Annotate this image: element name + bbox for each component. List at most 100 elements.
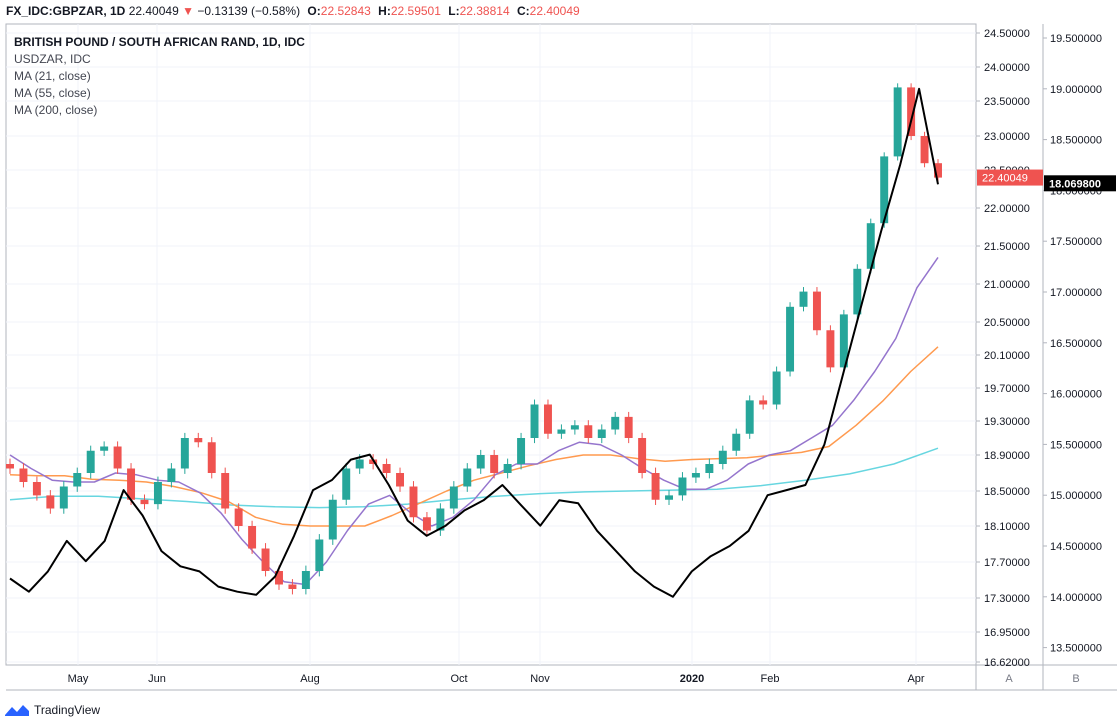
- grid-lines: [6, 24, 976, 665]
- candle-body: [167, 468, 176, 482]
- candle-body: [422, 517, 431, 531]
- scale-a-tick-label: 19.70000: [984, 383, 1030, 395]
- scale-a-tick-label: 17.30000: [984, 593, 1030, 605]
- candle-body: [678, 477, 687, 496]
- x-label: May: [68, 673, 89, 685]
- open-value: 22.52843: [320, 4, 371, 18]
- legend-item-usdzar[interactable]: USDZAR, IDC: [14, 52, 91, 66]
- candle-body: [705, 464, 714, 473]
- scale-b-ticks: 19.50000019.00000018.50000018.00000017.5…: [1043, 33, 1102, 655]
- candle-body: [113, 446, 122, 469]
- candle-body: [907, 87, 916, 136]
- legend-item-ma21[interactable]: MA (21, close): [14, 69, 91, 83]
- candle-body: [543, 404, 552, 434]
- change-down-icon: ▼: [182, 4, 194, 18]
- brand-name: TradingView: [34, 703, 101, 717]
- scale-a-last-price: 22.40049: [982, 173, 1028, 185]
- candle-body: [517, 438, 526, 464]
- candle-body: [732, 433, 741, 451]
- low-label: L:: [448, 4, 460, 18]
- candle-body: [19, 468, 28, 482]
- candle-body: [934, 163, 942, 178]
- close-label: C:: [516, 4, 530, 18]
- candle-body: [624, 416, 633, 438]
- x-label: Jun: [148, 673, 166, 685]
- candle-body: [893, 87, 902, 157]
- ma200-series: [9, 447, 939, 509]
- candle-body: [530, 404, 539, 438]
- candle-body: [839, 314, 848, 368]
- scale-a-tick-label: 24.00000: [984, 62, 1030, 74]
- scale-a-tick-label: 20.50000: [984, 317, 1030, 329]
- candle-body: [463, 468, 472, 487]
- legend-item-ma200[interactable]: MA (200, close): [14, 103, 98, 117]
- candle-body: [799, 291, 808, 307]
- candle-body: [853, 268, 862, 315]
- ma21-line: [9, 256, 939, 586]
- candle-body: [557, 429, 566, 434]
- candle-body: [342, 468, 351, 500]
- symbol-header: FX_IDC:GBPZAR, 1D 22.40049 ▼ −0.13139 (−…: [0, 0, 1117, 22]
- scale-a-button[interactable]: A: [1005, 673, 1013, 685]
- scale-a-tick-label: 16.95000: [984, 627, 1030, 639]
- candle-body: [436, 508, 445, 531]
- candle-body: [248, 526, 257, 549]
- candle-body: [73, 473, 82, 487]
- x-label: Nov: [530, 673, 550, 685]
- scale-a-tick-label: 21.50000: [984, 241, 1030, 253]
- scale-a-tick-label: 19.30000: [984, 416, 1030, 428]
- symbol-name[interactable]: FX_IDC:GBPZAR, 1D: [6, 4, 126, 18]
- scale-a-ticks: 24.5000024.0000023.5000023.0000022.50000…: [976, 28, 1030, 669]
- candle-body: [759, 400, 768, 405]
- scale-b-tick-label: 16.000000: [1050, 389, 1102, 401]
- scale-b-last-price-box: [1044, 175, 1116, 192]
- scale-b-button[interactable]: B: [1072, 673, 1079, 685]
- candle-series: [6, 83, 942, 595]
- chart-legend: BRITISH POUND / SOUTH AFRICAN RAND, 1D, …: [14, 34, 305, 119]
- x-label: Aug: [300, 673, 320, 685]
- candle-body: [611, 416, 620, 430]
- candle-body: [355, 459, 364, 469]
- ma55-line: [9, 346, 939, 527]
- candle-body: [597, 429, 606, 438]
- candle-body: [86, 450, 95, 473]
- scale-b-tick-label: 17.000000: [1050, 287, 1102, 299]
- candle-body: [46, 495, 55, 509]
- legend-title: BRITISH POUND / SOUTH AFRICAN RAND, 1D, …: [14, 35, 305, 49]
- scale-a-tick-label: 17.70000: [984, 557, 1030, 569]
- scale-a-tick-label: 22.00000: [984, 203, 1030, 215]
- footer-brand[interactable]: TradingView: [4, 700, 100, 720]
- candle-body: [665, 495, 673, 500]
- candle-body: [234, 508, 243, 526]
- scale-b-tick-label: 19.500000: [1050, 33, 1102, 45]
- scale-b-tick-label: 19.000000: [1050, 84, 1102, 96]
- candle-body: [449, 486, 458, 509]
- ma21-series: [9, 256, 939, 586]
- candle-body: [180, 438, 189, 469]
- low-value: 22.38814: [459, 4, 510, 18]
- candle-body: [691, 473, 700, 478]
- ma55-series: [9, 346, 939, 527]
- scale-b-tick-label: 18.500000: [1050, 135, 1102, 147]
- candle-body: [570, 425, 579, 430]
- x-label: Apr: [907, 673, 924, 685]
- candle-body: [328, 499, 337, 540]
- candle-body: [32, 482, 41, 496]
- last-price-labels: 22.40049 18.069800: [977, 169, 1116, 192]
- scale-a-tick-label: 20.10000: [984, 350, 1030, 362]
- scale-b-tick-label: 14.500000: [1050, 541, 1102, 553]
- candle-body: [100, 446, 109, 451]
- usdzar-line: [9, 87, 939, 598]
- scale-b-tick-label: 15.500000: [1050, 439, 1102, 451]
- legend-item-ma55[interactable]: MA (55, close): [14, 86, 91, 100]
- scale-b-tick-label: 15.000000: [1050, 490, 1102, 502]
- candle-body: [301, 571, 310, 589]
- candle-body: [194, 438, 203, 443]
- candle-body: [59, 486, 68, 509]
- scale-a-tick-label: 18.90000: [984, 450, 1030, 462]
- candle-body: [651, 473, 660, 500]
- scale-a-tick-label: 23.00000: [984, 131, 1030, 143]
- scale-b-tick-label: 17.500000: [1050, 236, 1102, 248]
- candle-body: [718, 450, 727, 464]
